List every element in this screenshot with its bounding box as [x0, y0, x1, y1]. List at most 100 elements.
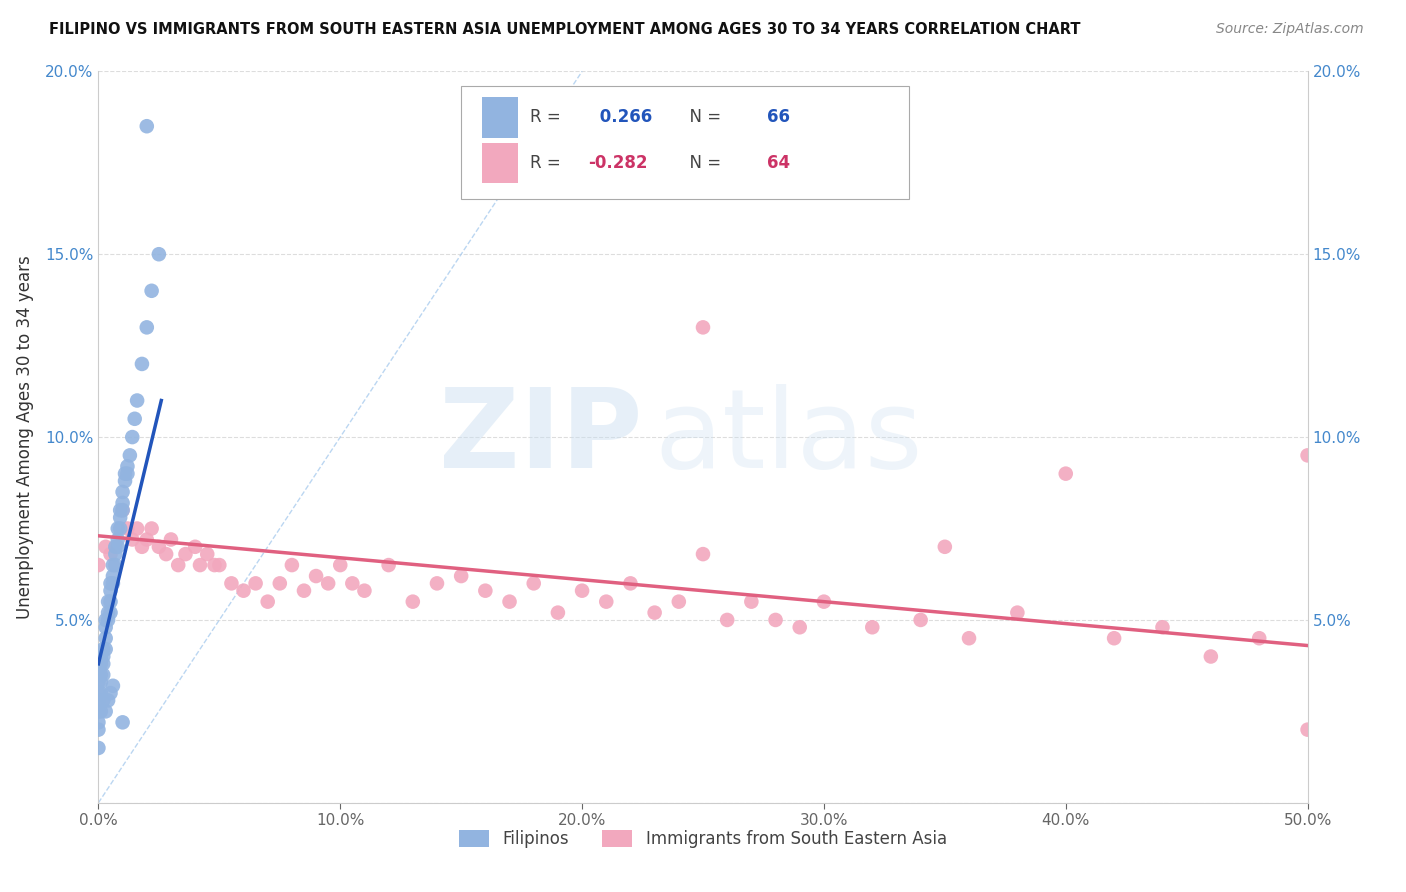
Point — [87, 667, 110, 681]
Point — [1007, 606, 1029, 620]
Point — [256, 594, 278, 608]
Point — [87, 705, 110, 719]
Point — [100, 606, 122, 620]
Point — [104, 540, 127, 554]
Point — [377, 558, 399, 573]
Text: 64: 64 — [768, 153, 790, 172]
Point — [127, 393, 149, 408]
Point — [91, 693, 114, 707]
Point — [87, 686, 110, 700]
Point — [90, 657, 112, 671]
Point — [90, 686, 112, 700]
Point — [148, 540, 170, 554]
Point — [97, 606, 120, 620]
Point — [208, 558, 231, 573]
Point — [292, 583, 315, 598]
Point — [1296, 723, 1319, 737]
Point — [94, 642, 117, 657]
Point — [188, 558, 211, 573]
Point — [94, 620, 117, 634]
Point — [108, 521, 131, 535]
Point — [740, 594, 762, 608]
Point — [860, 620, 883, 634]
Point — [184, 540, 207, 554]
Point — [353, 583, 375, 598]
Point — [127, 521, 149, 535]
Point — [523, 576, 546, 591]
Point — [107, 533, 129, 547]
Point — [117, 459, 139, 474]
Point — [97, 594, 120, 608]
Text: N =: N = — [679, 153, 725, 172]
Point — [305, 569, 328, 583]
Point — [100, 576, 122, 591]
Point — [91, 657, 114, 671]
Point — [90, 667, 112, 681]
Point — [111, 715, 134, 730]
Point — [329, 558, 352, 573]
Point — [131, 540, 153, 554]
Point — [94, 705, 117, 719]
Point — [765, 613, 787, 627]
Point — [571, 583, 593, 598]
Bar — [482, 143, 517, 183]
Point — [101, 679, 124, 693]
Point — [135, 533, 157, 547]
Text: R =: R = — [530, 109, 567, 127]
FancyBboxPatch shape — [461, 86, 908, 200]
Point — [342, 576, 364, 591]
Point — [957, 632, 980, 646]
Point — [94, 540, 117, 554]
Point — [1296, 448, 1319, 462]
Point — [91, 642, 114, 657]
Point — [245, 576, 267, 591]
Point — [644, 606, 666, 620]
Point — [87, 649, 110, 664]
Point — [450, 569, 472, 583]
Point — [910, 613, 932, 627]
Point — [135, 320, 157, 334]
Point — [1249, 632, 1271, 646]
Point — [281, 558, 304, 573]
Text: 0.266: 0.266 — [595, 109, 652, 127]
Point — [1102, 632, 1125, 646]
Point — [167, 558, 190, 573]
Point — [692, 320, 714, 334]
Point — [87, 657, 110, 671]
Point — [789, 620, 811, 634]
Point — [1152, 620, 1174, 634]
Point — [100, 547, 122, 561]
Point — [111, 485, 134, 500]
Point — [402, 594, 425, 608]
Point — [97, 693, 120, 707]
Point — [90, 705, 112, 719]
Point — [668, 594, 690, 608]
Point — [108, 503, 131, 517]
Point — [547, 606, 569, 620]
Point — [155, 547, 177, 561]
Point — [124, 412, 146, 426]
Text: N =: N = — [679, 109, 725, 127]
Text: atlas: atlas — [655, 384, 924, 491]
Point — [232, 583, 254, 598]
Point — [141, 284, 163, 298]
Point — [97, 613, 120, 627]
Point — [174, 547, 197, 561]
Point — [934, 540, 956, 554]
Point — [91, 649, 114, 664]
Point — [111, 503, 134, 517]
Text: 66: 66 — [768, 109, 790, 127]
Point — [195, 547, 218, 561]
Bar — [482, 97, 517, 137]
Point — [118, 448, 141, 462]
Point — [87, 723, 110, 737]
Point — [87, 558, 110, 573]
Point — [121, 430, 143, 444]
Point — [121, 533, 143, 547]
Point — [114, 474, 136, 488]
Point — [117, 467, 139, 481]
Y-axis label: Unemployment Among Ages 30 to 34 years: Unemployment Among Ages 30 to 34 years — [15, 255, 34, 619]
Point — [619, 576, 641, 591]
Point — [87, 740, 110, 755]
Point — [117, 521, 139, 535]
